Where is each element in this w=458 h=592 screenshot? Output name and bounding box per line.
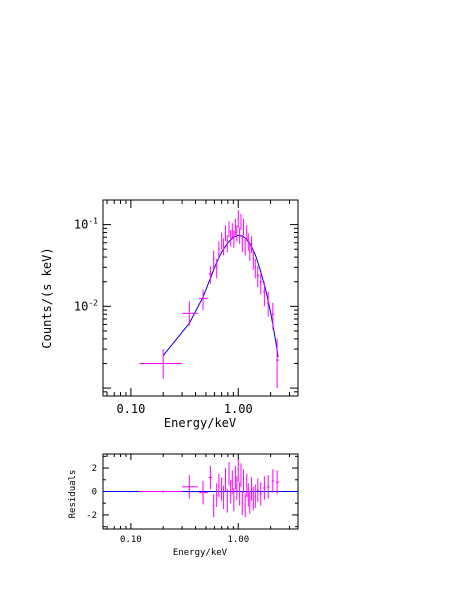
data-point xyxy=(226,489,228,513)
top-axis-ticks xyxy=(103,199,298,397)
data-point xyxy=(263,476,266,500)
x-tick-label: 0.10 xyxy=(120,535,142,545)
data-point xyxy=(182,301,198,326)
data-point xyxy=(233,230,235,248)
data-point xyxy=(212,250,215,270)
data-point xyxy=(240,463,242,487)
data-point xyxy=(182,475,198,499)
top-data xyxy=(139,210,280,389)
data-point xyxy=(208,266,213,284)
data-point xyxy=(246,225,248,242)
data-point xyxy=(271,469,274,493)
data-point xyxy=(231,223,233,240)
data-point xyxy=(237,210,239,228)
top-panel-frame xyxy=(102,199,299,397)
data-point xyxy=(246,473,248,498)
data-point xyxy=(198,289,208,311)
data-point xyxy=(259,482,262,506)
data-point xyxy=(233,487,235,512)
y-tick-label: -2 xyxy=(86,511,97,521)
data-point xyxy=(224,225,227,242)
data-point xyxy=(226,235,228,253)
data-point xyxy=(234,465,236,490)
data-point xyxy=(243,218,245,236)
x-tick-label: 1.00 xyxy=(227,535,249,545)
data-point xyxy=(224,468,227,492)
data-point xyxy=(256,478,259,503)
data-point xyxy=(244,238,246,256)
top-panel: 0.10 1.00 10-1 10-2 Energy/keV Counts/(s k… xyxy=(40,199,299,430)
data-point xyxy=(218,241,220,259)
top-y-tick-labels: 10-1 10-2 xyxy=(74,217,98,314)
data-point xyxy=(230,229,232,247)
data-point xyxy=(247,233,249,251)
data-point xyxy=(218,473,220,498)
data-point xyxy=(266,291,270,317)
bottom-panel: 0.10 1.00 2 0 -2 Energy/keV Residuals xyxy=(68,453,299,558)
data-point xyxy=(271,302,274,330)
data-point xyxy=(263,281,266,307)
data-point xyxy=(240,213,242,230)
data-point xyxy=(247,483,249,507)
data-point xyxy=(252,486,254,511)
top-x-axis-label: Energy/keV xyxy=(164,416,236,430)
data-point xyxy=(241,491,243,515)
data-point xyxy=(259,272,262,295)
data-point xyxy=(230,479,232,504)
data-point xyxy=(243,469,245,493)
data-point xyxy=(220,232,223,250)
data-point xyxy=(254,484,256,508)
data-point xyxy=(250,236,253,253)
data-point xyxy=(249,490,251,514)
data-point xyxy=(215,258,218,279)
data-point xyxy=(276,470,280,494)
data-point xyxy=(239,482,241,506)
data-point xyxy=(198,480,208,505)
y-tick-label: 10-2 xyxy=(74,298,98,313)
bottom-y-tick-labels: 2 0 -2 xyxy=(86,464,97,521)
bottom-y-axis-label: Residuals xyxy=(68,470,78,519)
data-point xyxy=(249,242,251,261)
bottom-x-axis-label: Energy/keV xyxy=(173,548,228,558)
bottom-data xyxy=(139,458,280,518)
data-point xyxy=(228,462,230,486)
data-point xyxy=(220,477,223,501)
data-point xyxy=(254,258,256,279)
data-point xyxy=(241,234,243,253)
data-point xyxy=(234,218,236,236)
data-point xyxy=(266,475,270,499)
x-tick-label: 0.10 xyxy=(116,402,145,416)
top-model xyxy=(162,234,279,358)
model-line xyxy=(162,234,279,358)
top-x-tick-labels: 0.10 1.00 xyxy=(116,402,252,416)
data-point xyxy=(231,470,233,494)
data-point xyxy=(239,227,241,244)
data-point xyxy=(222,238,225,256)
top-y-axis-label: Counts/(s keV) xyxy=(40,247,54,348)
data-point xyxy=(276,338,280,389)
data-point xyxy=(228,221,230,238)
data-point xyxy=(139,349,183,379)
bottom-x-tick-labels: 0.10 1.00 xyxy=(120,535,249,545)
data-point xyxy=(208,465,213,490)
data-point xyxy=(252,250,254,270)
data-point xyxy=(250,477,253,501)
data-point xyxy=(244,493,246,518)
y-tick-label: 2 xyxy=(92,464,97,474)
data-point xyxy=(139,490,183,493)
data-point xyxy=(236,476,238,500)
data-point xyxy=(212,493,215,518)
x-tick-label: 1.00 xyxy=(224,402,253,416)
y-tick-label: 0 xyxy=(92,488,97,498)
data-point xyxy=(222,485,225,510)
data-point xyxy=(215,483,218,507)
data-point xyxy=(256,266,259,288)
data-point xyxy=(237,458,239,483)
data-point xyxy=(236,225,238,242)
y-tick-label: 10-1 xyxy=(74,217,98,232)
